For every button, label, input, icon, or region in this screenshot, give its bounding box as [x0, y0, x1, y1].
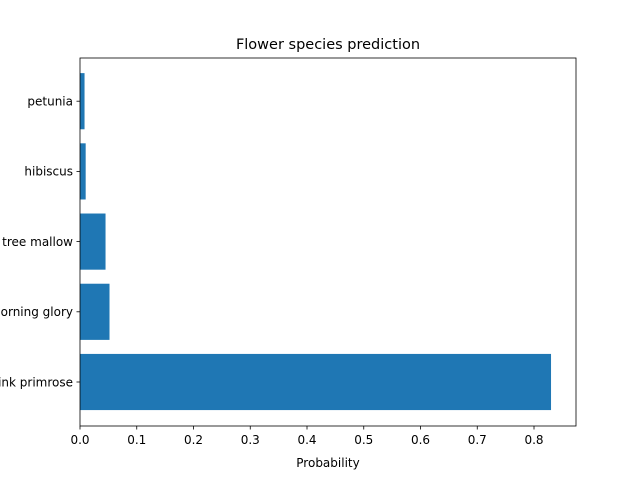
bar-morning-glory — [80, 283, 110, 340]
x-tick-label: 0.7 — [468, 433, 487, 447]
y-tick-label: petunia — [27, 95, 73, 109]
x-tick-label: 0.1 — [127, 433, 146, 447]
axes-spines — [79, 57, 577, 427]
x-tick-label: 0.0 — [70, 433, 89, 447]
x-tick-label: 0.4 — [297, 433, 316, 447]
y-tick-label: tree mallow — [2, 235, 73, 249]
bar-pink-primrose — [80, 353, 552, 411]
y-tick-label: morning glory — [0, 305, 73, 319]
x-tick-label: 0.3 — [241, 433, 260, 447]
bars-group — [80, 73, 552, 411]
bar-tree-mallow — [80, 213, 106, 270]
axes-frame — [79, 57, 577, 427]
x-tick-label: 0.5 — [354, 433, 373, 447]
y-tick-label: pink primrose — [0, 375, 73, 389]
x-tick-label: 0.2 — [184, 433, 203, 447]
x-axis-label: Probability — [296, 456, 359, 470]
x-tick-label: 0.6 — [411, 433, 430, 447]
y-tick-label: hibiscus — [24, 165, 73, 179]
chart-title: Flower species prediction — [236, 37, 420, 53]
x-tick-label: 0.8 — [524, 433, 543, 447]
x-axis-ticks: 0.0 0.1 0.2 0.3 0.4 0.5 0.6 0.7 0.8 — [70, 426, 544, 447]
y-axis-ticks: pink primrose morning glory tree mallow hib… — [0, 95, 80, 389]
bar-hibiscus — [80, 143, 86, 200]
bar-petunia — [80, 73, 85, 130]
